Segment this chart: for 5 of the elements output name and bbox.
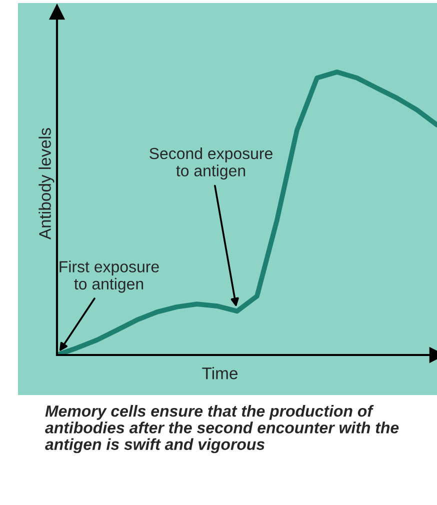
y-axis-title: Antibody levels	[38, 128, 54, 240]
x-axis-title: Time	[202, 367, 238, 380]
annotation: Second exposure to antigen	[150, 147, 272, 180]
text: Memory cells ensure that the production of antibodies after the second encounter with the antigen is swift and vigorous	[45, 405, 399, 454]
annotation: First exposure to antigen	[60, 260, 159, 293]
